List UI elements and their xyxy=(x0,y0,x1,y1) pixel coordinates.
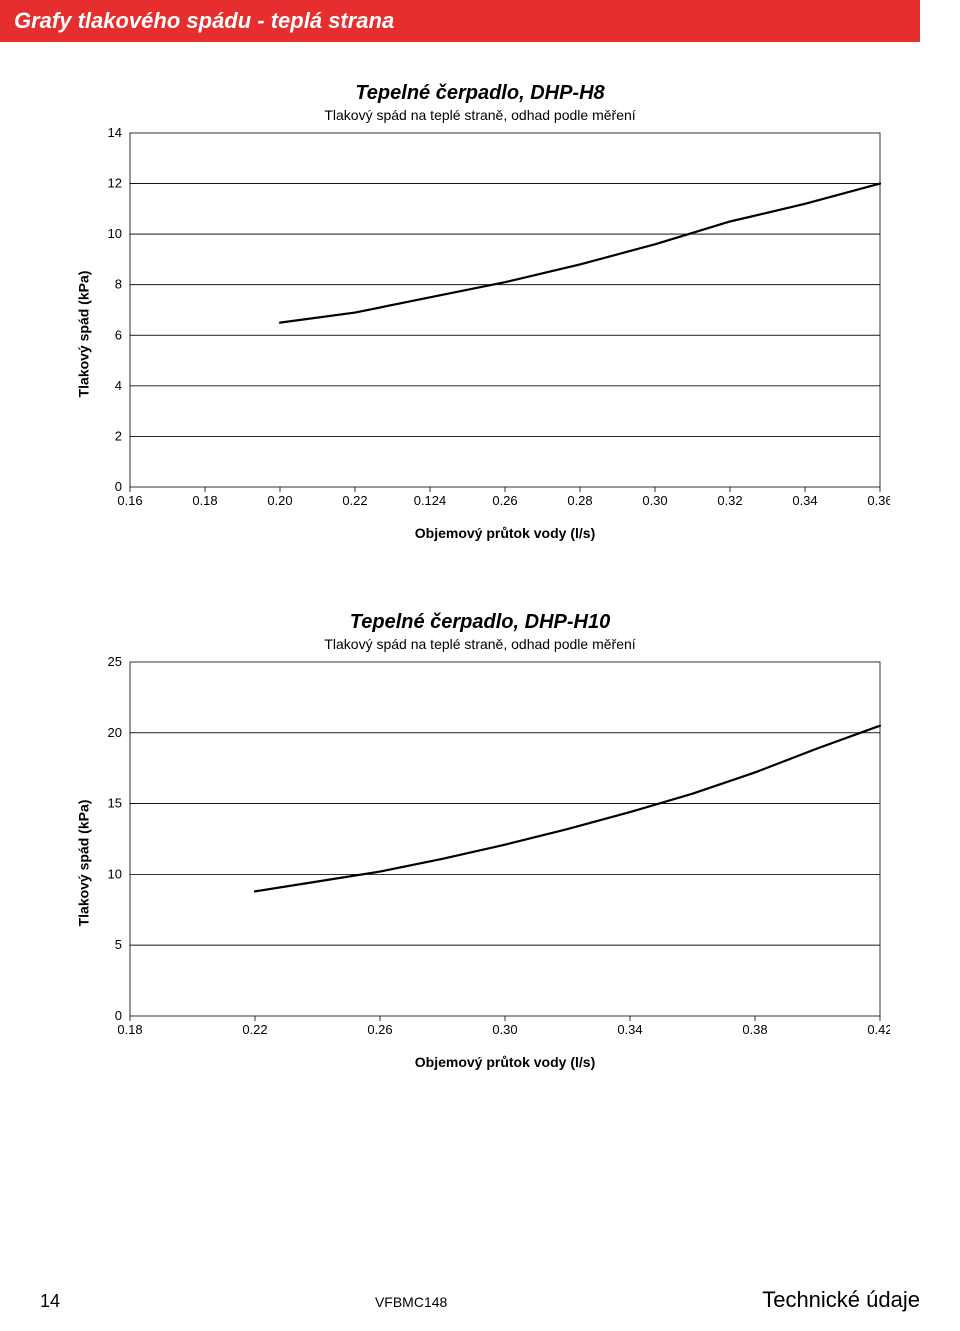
svg-text:0.30: 0.30 xyxy=(492,1022,517,1036)
chart-dhp-h10: Tepelné čerpadlo, DHP-H10 Tlakový spád n… xyxy=(0,611,960,1070)
chart2-xlabel: Objemový průtok vody (l/s) xyxy=(90,1054,920,1070)
svg-text:12: 12 xyxy=(108,176,122,191)
svg-text:5: 5 xyxy=(115,937,122,952)
svg-text:8: 8 xyxy=(115,277,122,292)
doc-code: VFBMC148 xyxy=(375,1294,447,1310)
svg-text:0.22: 0.22 xyxy=(342,493,367,507)
svg-text:0.26: 0.26 xyxy=(492,493,517,507)
svg-text:0.34: 0.34 xyxy=(792,493,817,507)
chart2-ylabel: Tlakový spád (kPa) xyxy=(75,800,91,927)
chart2-wrap: Tlakový spád (kPa) 0.180.220.260.300.340… xyxy=(90,656,920,1070)
svg-text:0.20: 0.20 xyxy=(267,493,292,507)
svg-text:0.34: 0.34 xyxy=(617,1022,642,1036)
svg-text:0.32: 0.32 xyxy=(717,493,742,507)
svg-text:0.26: 0.26 xyxy=(367,1022,392,1036)
svg-text:6: 6 xyxy=(115,327,122,342)
svg-text:0.18: 0.18 xyxy=(192,493,217,507)
svg-text:0: 0 xyxy=(115,1008,122,1023)
svg-text:14: 14 xyxy=(108,127,122,140)
chart2-plot: 0.18 0.22 0.26 0.30 0.34 0.38 0.42 0 5 10 15 20 25 xyxy=(90,656,890,1036)
chart2-title: Tepelné čerpadlo, DHP-H10 xyxy=(0,611,960,634)
svg-text:0.38: 0.38 xyxy=(742,1022,767,1036)
footer-section-title: Technické údaje xyxy=(762,1287,920,1313)
chart2-subtitle: Tlakový spád na teplé straně, odhad podl… xyxy=(0,636,960,652)
svg-text:0.36: 0.36 xyxy=(867,493,890,507)
svg-text:0.30: 0.30 xyxy=(642,493,667,507)
section-header-text: Grafy tlakového spádu - teplá strana xyxy=(14,8,394,33)
svg-text:2: 2 xyxy=(115,428,122,443)
section-header: Grafy tlakového spádu - teplá strana xyxy=(0,0,920,42)
chart1-plot: 0.16 0.18 0.20 0.22 0.124 0.26 0.28 0.30 0.32 0.3… xyxy=(90,127,890,507)
chart1-wrap: Tlakový spád (kPa) 0.160.180.200.220.124… xyxy=(90,127,920,541)
chart1-title: Tepelné čerpadlo, DHP-H8 xyxy=(0,82,960,105)
svg-text:10: 10 xyxy=(108,226,122,241)
page: Grafy tlakového spádu - teplá strana Tep… xyxy=(0,0,960,1331)
page-number: 14 xyxy=(40,1291,60,1312)
svg-text:0.18: 0.18 xyxy=(117,1022,142,1036)
svg-text:25: 25 xyxy=(108,656,122,669)
svg-text:0.16: 0.16 xyxy=(117,493,142,507)
page-footer: 14 VFBMC148 Technické údaje xyxy=(0,1287,960,1313)
svg-text:0: 0 xyxy=(115,479,122,494)
svg-text:4: 4 xyxy=(115,378,122,393)
svg-text:20: 20 xyxy=(108,725,122,740)
chart1-subtitle: Tlakový spád na teplé straně, odhad podl… xyxy=(0,107,960,123)
chart1-xlabel: Objemový průtok vody (l/s) xyxy=(90,525,920,541)
svg-text:0.124: 0.124 xyxy=(414,493,447,507)
svg-text:0.28: 0.28 xyxy=(567,493,592,507)
chart-dhp-h8: Tepelné čerpadlo, DHP-H8 Tlakový spád na… xyxy=(0,82,960,541)
svg-text:0.22: 0.22 xyxy=(242,1022,267,1036)
svg-text:0.42: 0.42 xyxy=(867,1022,890,1036)
svg-text:15: 15 xyxy=(108,796,122,811)
svg-text:10: 10 xyxy=(108,866,122,881)
chart1-ylabel: Tlakový spád (kPa) xyxy=(75,271,91,398)
